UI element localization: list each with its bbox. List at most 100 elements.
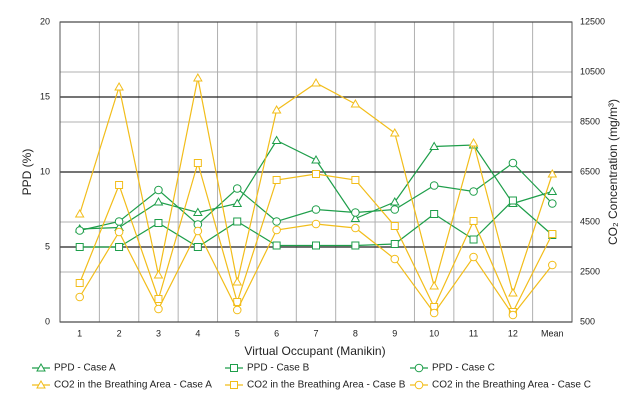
marker xyxy=(36,362,46,372)
marker xyxy=(75,226,84,235)
marker xyxy=(114,227,124,237)
marker xyxy=(351,241,360,250)
marker xyxy=(508,287,518,297)
marker xyxy=(548,260,557,270)
y-tick-label: 20 xyxy=(40,16,50,26)
marker xyxy=(508,196,517,205)
marker xyxy=(390,205,400,214)
marker xyxy=(233,217,242,226)
marker xyxy=(429,308,439,318)
marker xyxy=(154,219,163,227)
y-tick-label: 15 xyxy=(40,91,50,101)
marker xyxy=(469,235,478,244)
marker xyxy=(311,154,321,164)
marker xyxy=(430,210,439,218)
marker xyxy=(508,158,518,168)
y2-tick-label: 8500 xyxy=(580,116,600,126)
marker xyxy=(154,185,163,195)
marker xyxy=(115,243,124,251)
y2-tick-label: 12500 xyxy=(580,16,605,26)
x-tick-label: 2 xyxy=(117,328,122,338)
y2-tick-label: 6500 xyxy=(580,166,600,176)
marker xyxy=(350,98,361,108)
y2-axis-title: CO₂ Concentration (mg/m³) xyxy=(606,99,620,245)
marker xyxy=(390,222,399,230)
marker xyxy=(351,208,360,217)
legend-text: PPD - Case C xyxy=(432,363,495,374)
marker xyxy=(547,168,558,178)
marker xyxy=(232,198,243,207)
x-tick-label: 6 xyxy=(274,328,279,338)
marker xyxy=(351,176,360,184)
marker xyxy=(114,217,124,226)
marker xyxy=(469,252,478,262)
marker xyxy=(115,181,124,189)
marker xyxy=(389,127,400,137)
marker xyxy=(154,295,163,303)
marker xyxy=(272,241,281,250)
x-tick-label: 12 xyxy=(508,328,518,338)
marker xyxy=(469,187,478,196)
marker xyxy=(230,364,238,372)
x-tick-label: Mean xyxy=(541,328,564,338)
y2-tick-label: 2500 xyxy=(580,266,600,276)
marker xyxy=(74,208,85,218)
marker xyxy=(75,279,84,287)
marker xyxy=(429,141,440,150)
marker xyxy=(272,217,281,226)
marker xyxy=(192,72,203,82)
marker xyxy=(414,380,424,390)
marker xyxy=(350,213,361,222)
marker xyxy=(390,254,400,264)
marker xyxy=(193,159,202,167)
y-axis-title: PPD (%) xyxy=(20,149,34,196)
marker xyxy=(232,276,243,286)
marker xyxy=(114,81,124,91)
legend-text: PPD - Case B xyxy=(247,363,310,374)
x-tick-label: 11 xyxy=(469,328,478,338)
marker xyxy=(75,243,84,251)
marker xyxy=(311,77,321,87)
marker xyxy=(271,104,282,114)
y-tick-label: 10 xyxy=(40,166,50,176)
x-tick-label: 4 xyxy=(195,328,200,338)
legend-text: CO2 in the Breathing Area - Case B xyxy=(247,380,406,391)
marker xyxy=(351,223,360,233)
marker xyxy=(429,280,440,290)
marker xyxy=(390,240,399,248)
marker xyxy=(272,176,281,184)
marker xyxy=(272,225,281,235)
marker xyxy=(75,292,84,302)
x-axis-title: Virtual Occupant (Manikin) xyxy=(244,344,385,358)
y2-tick-label: 4500 xyxy=(580,216,600,226)
marker xyxy=(193,226,203,236)
marker xyxy=(389,196,400,206)
y2-tick-label: 10500 xyxy=(580,66,605,76)
marker xyxy=(311,219,321,229)
y-tick-label: 0 xyxy=(45,316,50,326)
marker xyxy=(312,241,320,250)
x-tick-label: 7 xyxy=(313,328,318,338)
marker xyxy=(548,199,557,208)
plot-border xyxy=(59,21,573,323)
y2-tick-label: 500 xyxy=(580,316,595,326)
marker xyxy=(548,230,557,238)
marker xyxy=(232,184,242,193)
x-tick-label: 10 xyxy=(429,328,439,338)
x-tick-label: 8 xyxy=(353,328,358,338)
marker xyxy=(153,269,164,279)
legend-text: CO2 in the Breathing Area - Case C xyxy=(432,380,591,391)
marker xyxy=(469,217,478,225)
marker xyxy=(468,137,479,147)
marker xyxy=(230,381,238,389)
legend-text: PPD - Case A xyxy=(54,363,116,374)
marker xyxy=(154,304,163,314)
legend-text: CO2 in the Breathing Area - Case A xyxy=(54,380,212,391)
x-tick-label: 1 xyxy=(77,328,82,338)
marker xyxy=(193,243,202,251)
x-tick-label: 5 xyxy=(235,328,240,338)
marker xyxy=(429,181,439,190)
marker xyxy=(312,170,320,178)
marker xyxy=(508,310,518,320)
